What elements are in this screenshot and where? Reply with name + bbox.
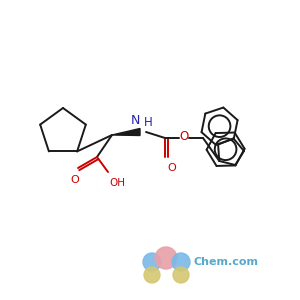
Text: N: N bbox=[130, 113, 140, 127]
Polygon shape bbox=[112, 128, 140, 136]
Text: O: O bbox=[70, 175, 80, 185]
Circle shape bbox=[173, 267, 189, 283]
Circle shape bbox=[144, 267, 160, 283]
Circle shape bbox=[143, 253, 161, 271]
Text: O: O bbox=[179, 130, 189, 143]
Text: O: O bbox=[167, 163, 176, 173]
Circle shape bbox=[155, 247, 177, 269]
Text: OH: OH bbox=[109, 178, 125, 188]
Circle shape bbox=[172, 253, 190, 271]
Text: Chem.com: Chem.com bbox=[194, 257, 259, 267]
Text: H: H bbox=[144, 116, 153, 128]
